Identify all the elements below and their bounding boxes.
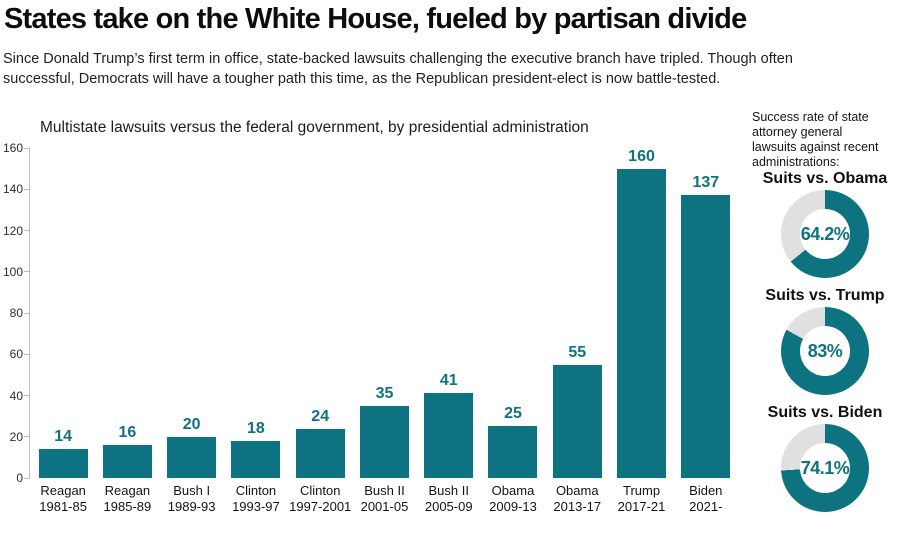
bar-cell: 35 — [352, 148, 416, 478]
bar-series: 14 16 20 18 24 35 41 25 55 160 137 — [31, 148, 738, 478]
x-axis-category-label: Trump 2017-21 — [617, 483, 666, 514]
bar — [681, 195, 731, 478]
x-axis-category-label: Reagan 1985-89 — [103, 483, 152, 514]
bar-cell: 137 — [674, 148, 738, 478]
donut-heading: Suits vs. Obama — [762, 170, 888, 187]
bar-cell: 25 — [481, 148, 545, 478]
y-tick-mark — [24, 436, 29, 438]
donut-heading: Suits vs. Biden — [767, 404, 883, 421]
x-axis-category-label: Obama 2009-13 — [489, 483, 537, 514]
y-tick-mark — [24, 188, 29, 190]
bar-cell: 24 — [288, 148, 352, 478]
y-tick-mark — [24, 353, 29, 355]
donut-heading: Suits vs. Trump — [765, 287, 885, 304]
bar-cell: 14 — [31, 148, 95, 478]
donut-hole: 83% — [800, 326, 850, 376]
donut-block: Suits vs. Trump 83% — [752, 287, 898, 395]
donut-ring: 74.1% — [781, 424, 869, 512]
y-tick-label: 100 — [2, 264, 23, 279]
bar — [231, 440, 281, 478]
bar-value-label: 35 — [375, 384, 394, 402]
donut-block: Suits vs. Obama 64.2% — [752, 170, 898, 278]
donut-charts: Suits vs. Obama 64.2% Suits vs. Trump 83% Su… — [752, 170, 898, 512]
donut-hole: 64.2% — [800, 209, 850, 259]
bar — [359, 405, 409, 478]
y-tick-mark — [24, 147, 29, 149]
x-axis-category-label: Bush I 1989-93 — [167, 483, 216, 514]
y-axis-line — [29, 147, 30, 479]
y-tick-label: 140 — [2, 182, 23, 197]
donut-percent-label: 74.1% — [800, 457, 850, 478]
page-subtitle: Since Donald Trump’s first term in offic… — [3, 51, 793, 87]
donut-percent-label: 64.2% — [800, 223, 850, 244]
y-tick-mark — [24, 271, 29, 273]
y-tick-label: 40 — [9, 388, 23, 403]
y-tick-label: 0 — [16, 471, 23, 485]
bar — [617, 169, 667, 478]
bar — [102, 445, 152, 478]
y-tick-label: 80 — [9, 306, 23, 320]
bar-cell: 55 — [545, 148, 609, 478]
donut-hole: 74.1% — [800, 443, 850, 493]
y-tick-mark — [24, 477, 29, 479]
donut-ring: 64.2% — [781, 190, 869, 278]
bar-value-label: 20 — [182, 415, 201, 433]
y-tick-label: 60 — [9, 347, 23, 362]
bar-cell: 20 — [160, 148, 224, 478]
y-tick-label: 160 — [2, 141, 23, 155]
y-tick-mark — [24, 312, 29, 314]
x-axis-category-label: Biden 2021- — [689, 483, 723, 514]
bar-value-label: 16 — [118, 424, 137, 441]
bar-value-label: 24 — [311, 407, 330, 425]
bar — [295, 428, 345, 478]
bar — [552, 364, 602, 478]
x-axis-category-label: Bush II 2001-05 — [360, 483, 409, 514]
bar-cell: 18 — [224, 148, 288, 478]
bar — [167, 436, 217, 478]
bar-chart-title: Multistate lawsuits versus the federal g… — [40, 119, 589, 136]
y-tick-mark — [24, 230, 29, 231]
success-rate-panel: Success rate of state attorney general l… — [752, 110, 898, 512]
donut-percent-label: 83% — [807, 340, 843, 361]
bar-value-label: 18 — [247, 419, 265, 437]
bar-value-label: 55 — [568, 343, 587, 361]
bar-value-label: 137 — [692, 174, 720, 192]
bar-value-label: 160 — [628, 148, 655, 165]
x-axis-category-label: Bush II 2005-09 — [424, 483, 473, 514]
bar-cell: 160 — [609, 148, 673, 478]
x-axis-category-label: Clinton 1993-97 — [232, 483, 280, 514]
bar-value-label: 25 — [504, 405, 522, 423]
bar-cell: 41 — [417, 148, 481, 478]
bar — [488, 426, 538, 478]
y-tick-label: 20 — [9, 429, 23, 444]
bar — [424, 393, 474, 478]
donut-ring: 83% — [781, 307, 869, 395]
y-tick-label: 120 — [2, 223, 23, 238]
bar-value-label: 14 — [54, 428, 73, 446]
bar-cell: 16 — [95, 148, 159, 478]
x-axis-category-label: Obama 2013-17 — [553, 483, 602, 514]
donut-block: Suits vs. Biden 74.1% — [752, 404, 898, 512]
x-axis-category-label: Clinton 1997-2001 — [289, 483, 352, 514]
x-axis-labels: Reagan 1981-85 Reagan 1985-89 Bush I 1989-… — [31, 483, 738, 515]
page-title: States take on the White House, fueled b… — [4, 3, 747, 35]
bar — [38, 449, 88, 478]
x-axis-category-label: Reagan 1981-85 — [39, 483, 87, 514]
y-tick-mark — [24, 395, 29, 396]
panel-intro-text: Success rate of state attorney general l… — [752, 110, 879, 169]
bar-value-label: 41 — [439, 372, 458, 390]
